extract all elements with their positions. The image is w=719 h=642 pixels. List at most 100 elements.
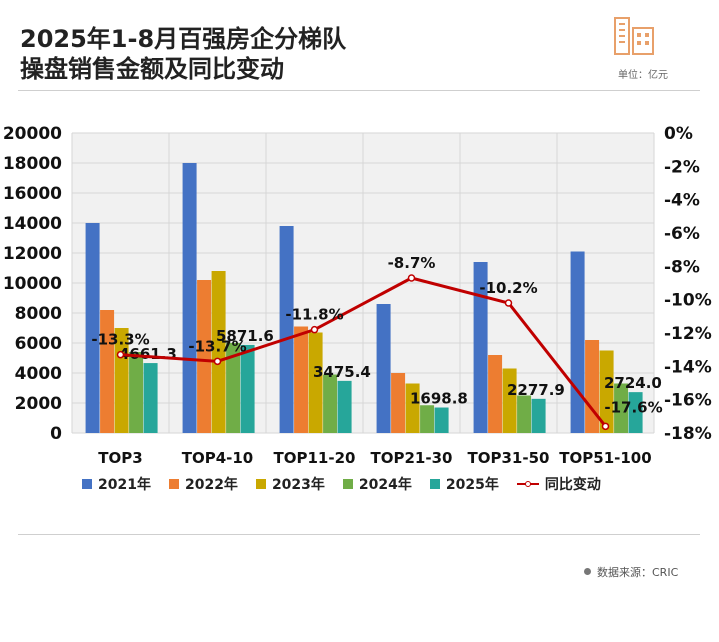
bar-2-5 <box>488 355 503 433</box>
bar-1-6 <box>570 251 585 433</box>
bar-3-4 <box>405 383 420 433</box>
legend-item-2023: 2023年 <box>255 474 325 494</box>
y2-tick-label: -6% <box>664 224 700 244</box>
y2-tick-label: -18% <box>664 424 712 444</box>
bottom-divider <box>18 534 700 535</box>
bar-2-6 <box>585 340 600 433</box>
yoy-point <box>407 274 416 282</box>
source-note: 数据来源：CRIC <box>584 564 678 580</box>
bar-4-2 <box>226 343 241 433</box>
bar-1-3 <box>279 226 294 433</box>
legend-line-marker <box>516 479 539 489</box>
y2-tick-label: 0% <box>664 124 693 144</box>
yoy-point <box>116 350 125 359</box>
bar-2-3 <box>294 326 309 433</box>
bar-1-4 <box>376 304 391 433</box>
legend-label-2023: 2023年 <box>271 477 325 493</box>
bar-3-6 <box>599 350 614 433</box>
bar-line-chart: 0 2000 4000 6000 8000 10000 12000 14000 16000 180… <box>3 124 712 467</box>
value-label-2025: 5871.6 <box>216 327 274 345</box>
yoy-point <box>213 357 222 366</box>
bar-4-3 <box>323 374 338 433</box>
top-divider <box>18 90 700 91</box>
legend-swatch-2023 <box>255 479 266 489</box>
y-tick-label: 12000 <box>3 244 62 264</box>
y-tick-label: 2000 <box>15 394 62 414</box>
bar-5-4 <box>434 407 449 433</box>
y-tick-label: 4000 <box>15 364 62 384</box>
y2-tick-label: -10% <box>664 291 712 311</box>
legend-item-2025: 2025年 <box>429 474 499 494</box>
legend-label-2025: 2025年 <box>445 477 499 493</box>
unit-label: 单位：亿元 <box>618 70 668 81</box>
bar-4-6 <box>614 383 629 433</box>
y2-tick-label: -4% <box>664 191 700 211</box>
x-tick-label: TOP3 <box>98 449 142 467</box>
x-tick-label: TOP31-50 <box>468 449 550 467</box>
y-tick-label: 6000 <box>15 334 62 354</box>
yoy-point <box>504 299 513 307</box>
source-text: 数据来源：CRIC <box>597 566 679 579</box>
bar-2-2 <box>197 280 212 433</box>
y2-tick-label: -14% <box>664 357 712 377</box>
y-tick-label: 20000 <box>3 124 62 144</box>
bar-2-4 <box>391 373 406 433</box>
legend-label-yoy: 同比变动 <box>544 477 601 493</box>
legend-swatch-2024 <box>342 479 353 489</box>
bar-5-2 <box>240 344 255 433</box>
yoy-label: -17.6% <box>604 398 662 416</box>
chart-title-line2: 操盘销售金额及同比变动 <box>20 55 284 83</box>
y-tick-label: 14000 <box>3 214 62 234</box>
value-label-2025: 2277.9 <box>507 381 565 399</box>
bar-3-2 <box>211 271 226 433</box>
legend: 2021年 2022年 2023年 2024年 2025年 同比变动 <box>82 474 601 494</box>
x-tick-label: TOP21-30 <box>371 449 453 467</box>
legend-label-2022: 2022年 <box>184 477 238 493</box>
chart-title-line1: 2025年1-8月百强房企分梯队 <box>20 25 347 53</box>
yoy-label: -8.7% <box>388 254 436 272</box>
yoy-label: -13.3% <box>91 331 149 349</box>
value-label-2025: 1698.8 <box>410 390 468 408</box>
yoy-point <box>310 325 319 334</box>
bar-4-1 <box>129 352 144 433</box>
y-tick-label: 0 <box>50 424 62 444</box>
value-label-2025: 2724.0 <box>604 374 662 392</box>
yoy-label: -11.8% <box>285 306 343 324</box>
bar-2-1 <box>100 310 115 433</box>
yoy-point <box>601 422 610 431</box>
bar-1-5 <box>473 262 488 433</box>
value-label-2025: 3475.4 <box>313 363 371 381</box>
bar-5-5 <box>531 398 546 433</box>
y-tick-label: 16000 <box>3 184 62 204</box>
legend-item-2022: 2022年 <box>168 474 238 494</box>
x-tick-label: TOP11-20 <box>274 449 356 467</box>
yoy-label: -10.2% <box>479 279 537 297</box>
building-icon <box>614 17 654 55</box>
y-tick-label: 10000 <box>3 274 62 294</box>
bar-5-6 <box>628 392 643 433</box>
bar-5-1 <box>143 363 158 433</box>
y2-tick-label: -2% <box>664 157 700 177</box>
x-tick-label: TOP51-100 <box>559 449 651 467</box>
bullet-icon <box>584 568 591 575</box>
legend-item-2024: 2024年 <box>342 474 412 494</box>
bar-4-4 <box>420 405 435 433</box>
legend-swatch-2021 <box>82 479 92 489</box>
y-tick-label: 18000 <box>3 154 62 174</box>
bar-1-2 <box>182 163 197 433</box>
y2-tick-label: -12% <box>664 324 712 344</box>
legend-swatch-2022 <box>168 479 179 489</box>
yoy-line <box>120 276 607 428</box>
legend-item-yoy: 同比变动 <box>516 474 601 494</box>
bar-4-5 <box>517 395 532 433</box>
bar-3-3 <box>308 332 323 433</box>
y2-tick-label: -16% <box>664 391 712 411</box>
bar-1-1 <box>85 223 100 433</box>
legend-item-2021: 2021年 <box>82 474 151 494</box>
legend-label-2021: 2021年 <box>98 477 151 493</box>
x-tick-label: TOP4-10 <box>182 449 254 467</box>
y2-tick-label: -8% <box>664 257 700 277</box>
legend-label-2024: 2024年 <box>358 477 412 493</box>
legend-swatch-2025 <box>429 479 440 489</box>
yoy-label: -13.7% <box>188 337 246 355</box>
